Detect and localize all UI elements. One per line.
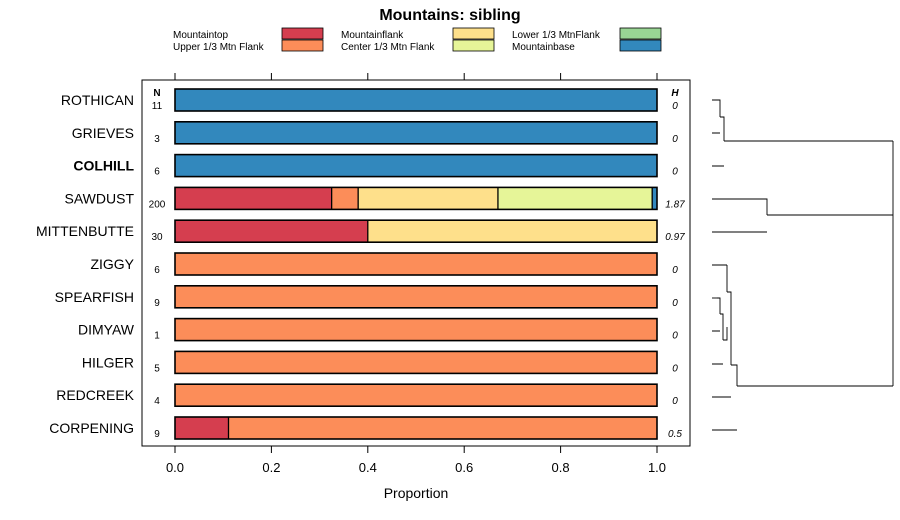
dendrogram-branch: [712, 264, 893, 431]
row-n: 3: [154, 134, 160, 145]
legend-swatch: [281, 39, 324, 52]
bar-outline: [174, 153, 658, 178]
row-label: MITTENBUTTE: [36, 223, 134, 239]
legend-swatch: [452, 27, 495, 40]
row-n: 5: [154, 363, 160, 374]
legend-label: Mountaintop: [173, 30, 228, 41]
row-label: ROTHICAN: [61, 92, 134, 108]
row-n: 6: [154, 265, 160, 276]
bar-segment: [367, 220, 657, 243]
legend-label: Mountainbase: [512, 42, 575, 53]
legend-swatch: [452, 39, 495, 52]
x-tick-label: 1.0: [648, 460, 666, 475]
legend-label: Mountainflank: [341, 30, 404, 41]
row-n: 9: [154, 429, 160, 440]
row-n: 30: [151, 232, 163, 243]
row-n: 4: [154, 396, 160, 407]
row-h: 0: [672, 134, 678, 145]
legend-swatch: [619, 27, 662, 40]
x-axis-label: Proportion: [384, 485, 449, 501]
row-label: GRIEVES: [72, 125, 134, 141]
bar-segment: [358, 187, 498, 210]
bar-segment: [175, 285, 657, 308]
bar-outline: [174, 88, 658, 112]
bar-segment: [331, 187, 359, 210]
bar-segment: [652, 187, 657, 210]
row-label: COLHILL: [73, 158, 134, 174]
bar-segment: [175, 220, 368, 243]
bar-segment: [497, 187, 653, 210]
row-label: CORPENING: [49, 420, 134, 436]
bar-segment: [175, 187, 332, 210]
row-label: SPEARFISH: [55, 289, 134, 305]
row-h: 0.5: [668, 429, 682, 440]
row-h: 0: [672, 167, 678, 178]
bar-segment: [175, 253, 657, 275]
bar-segment: [175, 89, 657, 111]
x-tick-label: 0.4: [359, 460, 377, 475]
bar-outline: [174, 121, 658, 145]
row-label: REDCREEK: [56, 387, 134, 403]
bar-segment: [175, 154, 657, 177]
row-label: SAWDUST: [65, 190, 135, 206]
dendrogram: [712, 99, 894, 431]
plot-frame: [141, 79, 691, 447]
row-label: DIMYAW: [78, 322, 135, 338]
x-tick-label: 0.2: [262, 460, 280, 475]
legend-label: Center 1/3 Mtn Flank: [341, 42, 435, 53]
bar-outline: [174, 252, 658, 276]
bar-outline: [174, 284, 658, 309]
row-h: 0: [672, 265, 678, 276]
x-tick-label: 0.0: [166, 460, 184, 475]
row-label: HILGER: [82, 354, 134, 370]
row-n: 11: [152, 101, 163, 112]
row-h: 0: [672, 396, 678, 407]
row-n: 6: [154, 167, 160, 178]
row-h: 0: [672, 298, 678, 309]
n-column-header: N: [153, 88, 160, 99]
legend-swatch: [619, 39, 662, 52]
dendrogram-branch: [712, 99, 893, 167]
row-n: 1: [154, 331, 160, 342]
bar-segment: [175, 417, 229, 439]
legend-label: Lower 1/3 MtnFlank: [512, 30, 601, 41]
row-h: 0: [672, 331, 678, 342]
x-tick-label: 0.6: [455, 460, 473, 475]
row-h: 0: [672, 101, 678, 112]
row-n: 200: [149, 199, 166, 210]
bar-outline: [174, 219, 658, 243]
bar-segment: [175, 121, 657, 144]
x-axis: 0.0 0.2 0.4 0.6 0.8 1.0: [166, 73, 666, 475]
h-column-header: H: [671, 88, 679, 99]
bar-outline: [174, 383, 658, 408]
bar-outline: [174, 186, 658, 211]
bar-outline: [174, 317, 658, 342]
bar-segment: [175, 318, 657, 341]
row-h: 0.97: [665, 232, 685, 243]
row-n: 9: [154, 298, 160, 309]
x-tick-label: 0.8: [552, 460, 570, 475]
row-h: 1.87: [665, 199, 685, 210]
row-label: ZIGGY: [90, 256, 134, 272]
legend-label: Upper 1/3 Mtn Flank: [173, 42, 265, 53]
row-h: 0: [672, 363, 678, 374]
bar-segment: [175, 351, 657, 374]
chart-title: Mountains: sibling: [379, 7, 520, 24]
bar-outline: [174, 350, 658, 375]
legend-swatch: [281, 27, 324, 40]
bar-outline: [174, 416, 658, 440]
dendrogram-branch: [712, 198, 893, 233]
bar-segment: [175, 384, 657, 407]
bar-segment: [228, 417, 657, 439]
